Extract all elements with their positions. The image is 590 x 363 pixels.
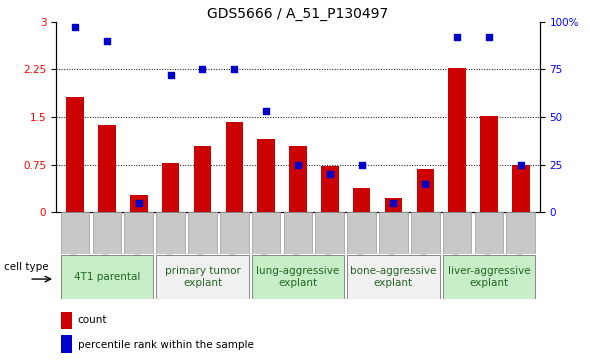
Bar xyxy=(289,146,307,212)
Point xyxy=(230,66,239,72)
Bar xyxy=(257,139,275,212)
Bar xyxy=(506,212,535,254)
Point xyxy=(453,34,462,40)
Bar xyxy=(448,68,466,212)
Bar xyxy=(188,212,217,254)
Bar xyxy=(61,212,90,254)
Bar xyxy=(379,212,408,254)
Bar xyxy=(98,125,116,212)
Bar xyxy=(61,311,71,329)
Bar xyxy=(385,198,402,212)
Point xyxy=(293,162,303,168)
Point xyxy=(357,162,366,168)
Bar xyxy=(225,122,243,212)
Bar xyxy=(417,169,434,212)
Text: lung-aggressive
explant: lung-aggressive explant xyxy=(256,266,340,287)
Bar xyxy=(156,255,248,298)
Point xyxy=(70,25,80,30)
Bar xyxy=(284,212,312,254)
Bar xyxy=(130,195,148,212)
Point xyxy=(166,72,175,78)
Bar xyxy=(162,163,179,212)
Bar xyxy=(61,335,71,353)
Point xyxy=(484,34,494,40)
Point xyxy=(198,66,207,72)
Bar xyxy=(474,212,503,254)
Point xyxy=(516,162,526,168)
Bar xyxy=(512,165,529,212)
Text: percentile rank within the sample: percentile rank within the sample xyxy=(78,339,254,350)
Bar xyxy=(353,188,371,212)
Bar xyxy=(124,212,153,254)
Bar xyxy=(156,212,185,254)
Text: liver-aggressive
explant: liver-aggressive explant xyxy=(448,266,530,287)
Bar xyxy=(67,97,84,212)
Bar xyxy=(194,146,211,212)
Point xyxy=(421,181,430,187)
Point xyxy=(389,200,398,206)
Bar xyxy=(442,255,535,298)
Point xyxy=(102,38,112,44)
Point xyxy=(261,109,271,114)
Bar xyxy=(316,212,344,254)
Text: primary tumor
explant: primary tumor explant xyxy=(165,266,240,287)
Bar xyxy=(480,116,498,212)
Bar xyxy=(61,255,153,298)
Bar xyxy=(348,212,376,254)
Bar xyxy=(252,255,344,298)
Bar xyxy=(321,166,339,212)
Bar xyxy=(220,212,248,254)
Point xyxy=(134,200,143,206)
Bar xyxy=(93,212,122,254)
Text: cell type: cell type xyxy=(5,262,49,272)
Bar xyxy=(348,255,440,298)
Bar xyxy=(252,212,280,254)
Text: count: count xyxy=(78,315,107,325)
Text: bone-aggressive
explant: bone-aggressive explant xyxy=(350,266,437,287)
Text: 4T1 parental: 4T1 parental xyxy=(74,272,140,282)
Title: GDS5666 / A_51_P130497: GDS5666 / A_51_P130497 xyxy=(207,7,389,21)
Point xyxy=(325,171,335,177)
Bar xyxy=(442,212,471,254)
Bar xyxy=(411,212,440,254)
